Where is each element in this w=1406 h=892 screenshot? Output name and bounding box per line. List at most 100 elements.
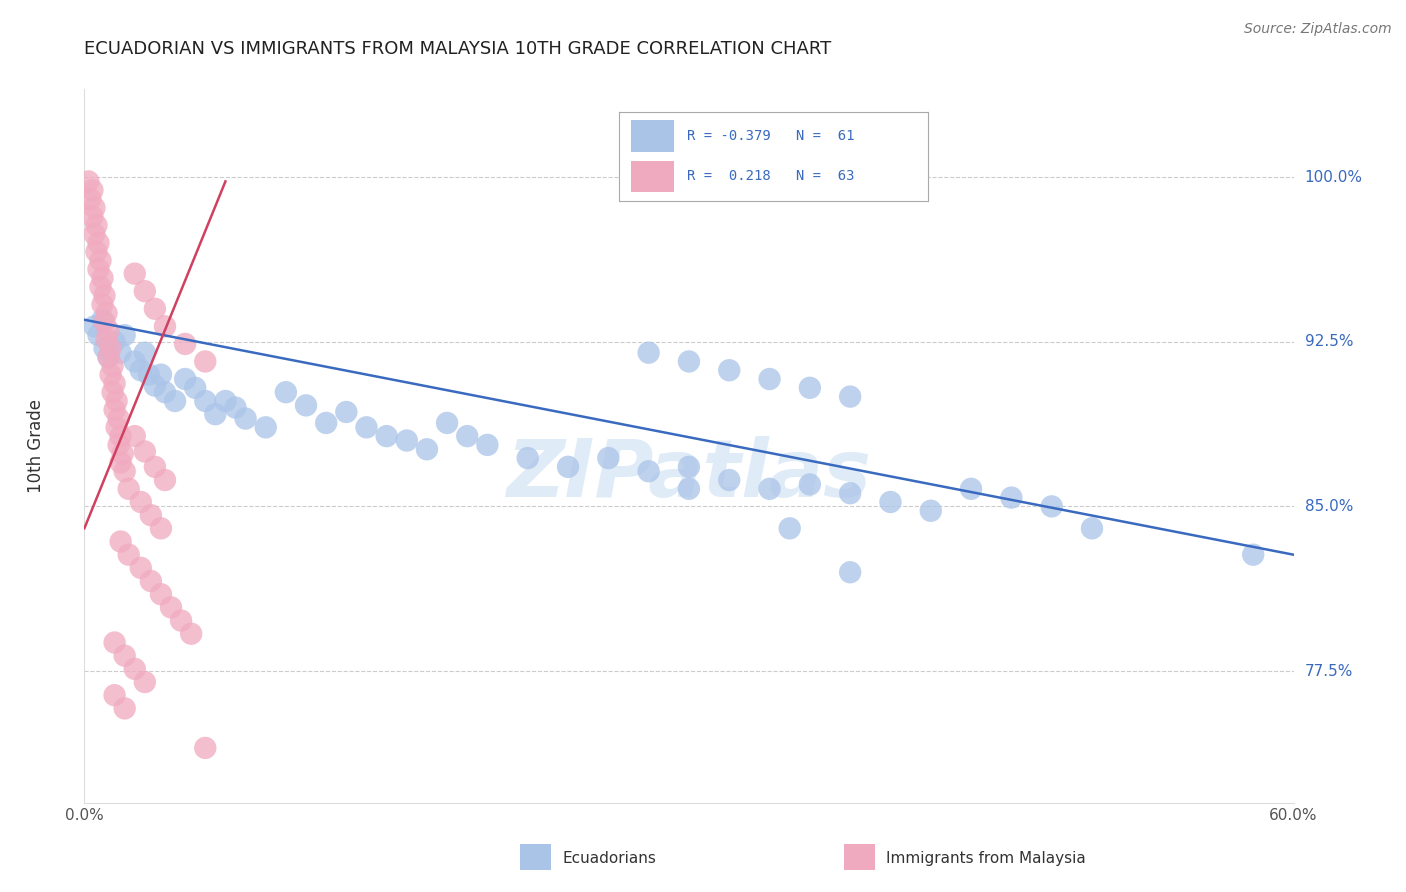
Point — [86, 219, 108, 233]
Point — [678, 459, 700, 474]
Point — [395, 434, 418, 448]
Point — [839, 566, 862, 580]
Text: 92.5%: 92.5% — [1305, 334, 1353, 349]
Point — [82, 210, 104, 224]
Point — [799, 381, 821, 395]
Point — [335, 405, 357, 419]
Point — [416, 442, 439, 457]
Point — [118, 548, 141, 562]
Point — [114, 464, 136, 478]
Point — [89, 280, 111, 294]
Point — [214, 394, 236, 409]
Text: ZIPatlas: ZIPatlas — [506, 435, 872, 514]
Point — [718, 473, 741, 487]
Point — [516, 451, 538, 466]
Point — [1000, 491, 1022, 505]
Point — [87, 262, 110, 277]
Point — [100, 368, 122, 382]
Point — [87, 235, 110, 250]
Point — [295, 398, 318, 412]
Point — [104, 635, 127, 649]
Point — [111, 447, 134, 461]
Point — [143, 459, 166, 474]
Point — [83, 201, 105, 215]
Point — [456, 429, 478, 443]
Text: Source: ZipAtlas.com: Source: ZipAtlas.com — [1244, 22, 1392, 37]
Point — [174, 372, 197, 386]
Point — [134, 675, 156, 690]
Point — [91, 271, 114, 285]
Point — [89, 253, 111, 268]
Point — [100, 341, 122, 355]
Point — [839, 486, 862, 500]
Point — [356, 420, 378, 434]
Point — [139, 574, 162, 588]
Point — [91, 297, 114, 311]
Point — [180, 626, 202, 640]
Point — [83, 319, 105, 334]
Point — [79, 192, 101, 206]
Point — [97, 350, 120, 364]
Point — [86, 244, 108, 259]
Point — [134, 345, 156, 359]
Point — [96, 333, 118, 347]
Point — [184, 381, 207, 395]
Point — [93, 341, 115, 355]
Point — [91, 312, 114, 326]
Text: 85.0%: 85.0% — [1305, 499, 1353, 514]
Point — [149, 368, 172, 382]
Point — [107, 438, 129, 452]
Point — [170, 614, 193, 628]
Point — [637, 464, 659, 478]
Point — [436, 416, 458, 430]
Point — [149, 587, 172, 601]
Point — [477, 438, 499, 452]
Point — [235, 411, 257, 425]
Point — [118, 482, 141, 496]
Point — [129, 561, 152, 575]
Point — [124, 662, 146, 676]
Point — [1040, 500, 1063, 514]
Point — [104, 688, 127, 702]
Text: ECUADORIAN VS IMMIGRANTS FROM MALAYSIA 10TH GRADE CORRELATION CHART: ECUADORIAN VS IMMIGRANTS FROM MALAYSIA 1… — [84, 40, 831, 58]
Text: 100.0%: 100.0% — [1305, 169, 1362, 185]
Bar — [631, 161, 675, 192]
Bar — [631, 120, 675, 152]
Point — [879, 495, 901, 509]
Point — [1241, 548, 1264, 562]
Point — [114, 328, 136, 343]
Text: Immigrants from Malaysia: Immigrants from Malaysia — [886, 851, 1085, 865]
Point — [149, 521, 172, 535]
Point — [153, 385, 176, 400]
Point — [101, 385, 124, 400]
Point — [83, 227, 105, 241]
Point — [557, 459, 579, 474]
Point — [678, 482, 700, 496]
Point — [97, 350, 120, 364]
Point — [1081, 521, 1104, 535]
Point — [114, 701, 136, 715]
Text: Ecuadorians: Ecuadorians — [562, 851, 657, 865]
Point — [104, 402, 127, 417]
Point — [143, 301, 166, 316]
Point — [174, 337, 197, 351]
Point — [204, 407, 226, 421]
Point — [598, 451, 620, 466]
Point — [225, 401, 247, 415]
Point — [143, 378, 166, 392]
Point — [274, 385, 297, 400]
Point — [799, 477, 821, 491]
Point — [779, 521, 801, 535]
Text: R = -0.379   N =  61: R = -0.379 N = 61 — [686, 129, 855, 143]
Point — [87, 328, 110, 343]
Point — [315, 416, 337, 430]
Point — [93, 288, 115, 302]
Point — [194, 394, 217, 409]
Point — [110, 345, 132, 359]
Point — [194, 740, 217, 755]
Point — [96, 306, 118, 320]
Point — [758, 372, 780, 386]
Point — [153, 319, 176, 334]
Point — [101, 359, 124, 373]
Point — [920, 504, 942, 518]
